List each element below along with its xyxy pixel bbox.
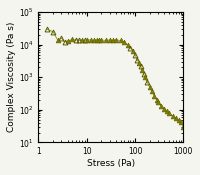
Y-axis label: Complex Viscosity (Pa s): Complex Viscosity (Pa s) bbox=[7, 22, 16, 132]
X-axis label: Stress (Pa): Stress (Pa) bbox=[87, 159, 135, 168]
